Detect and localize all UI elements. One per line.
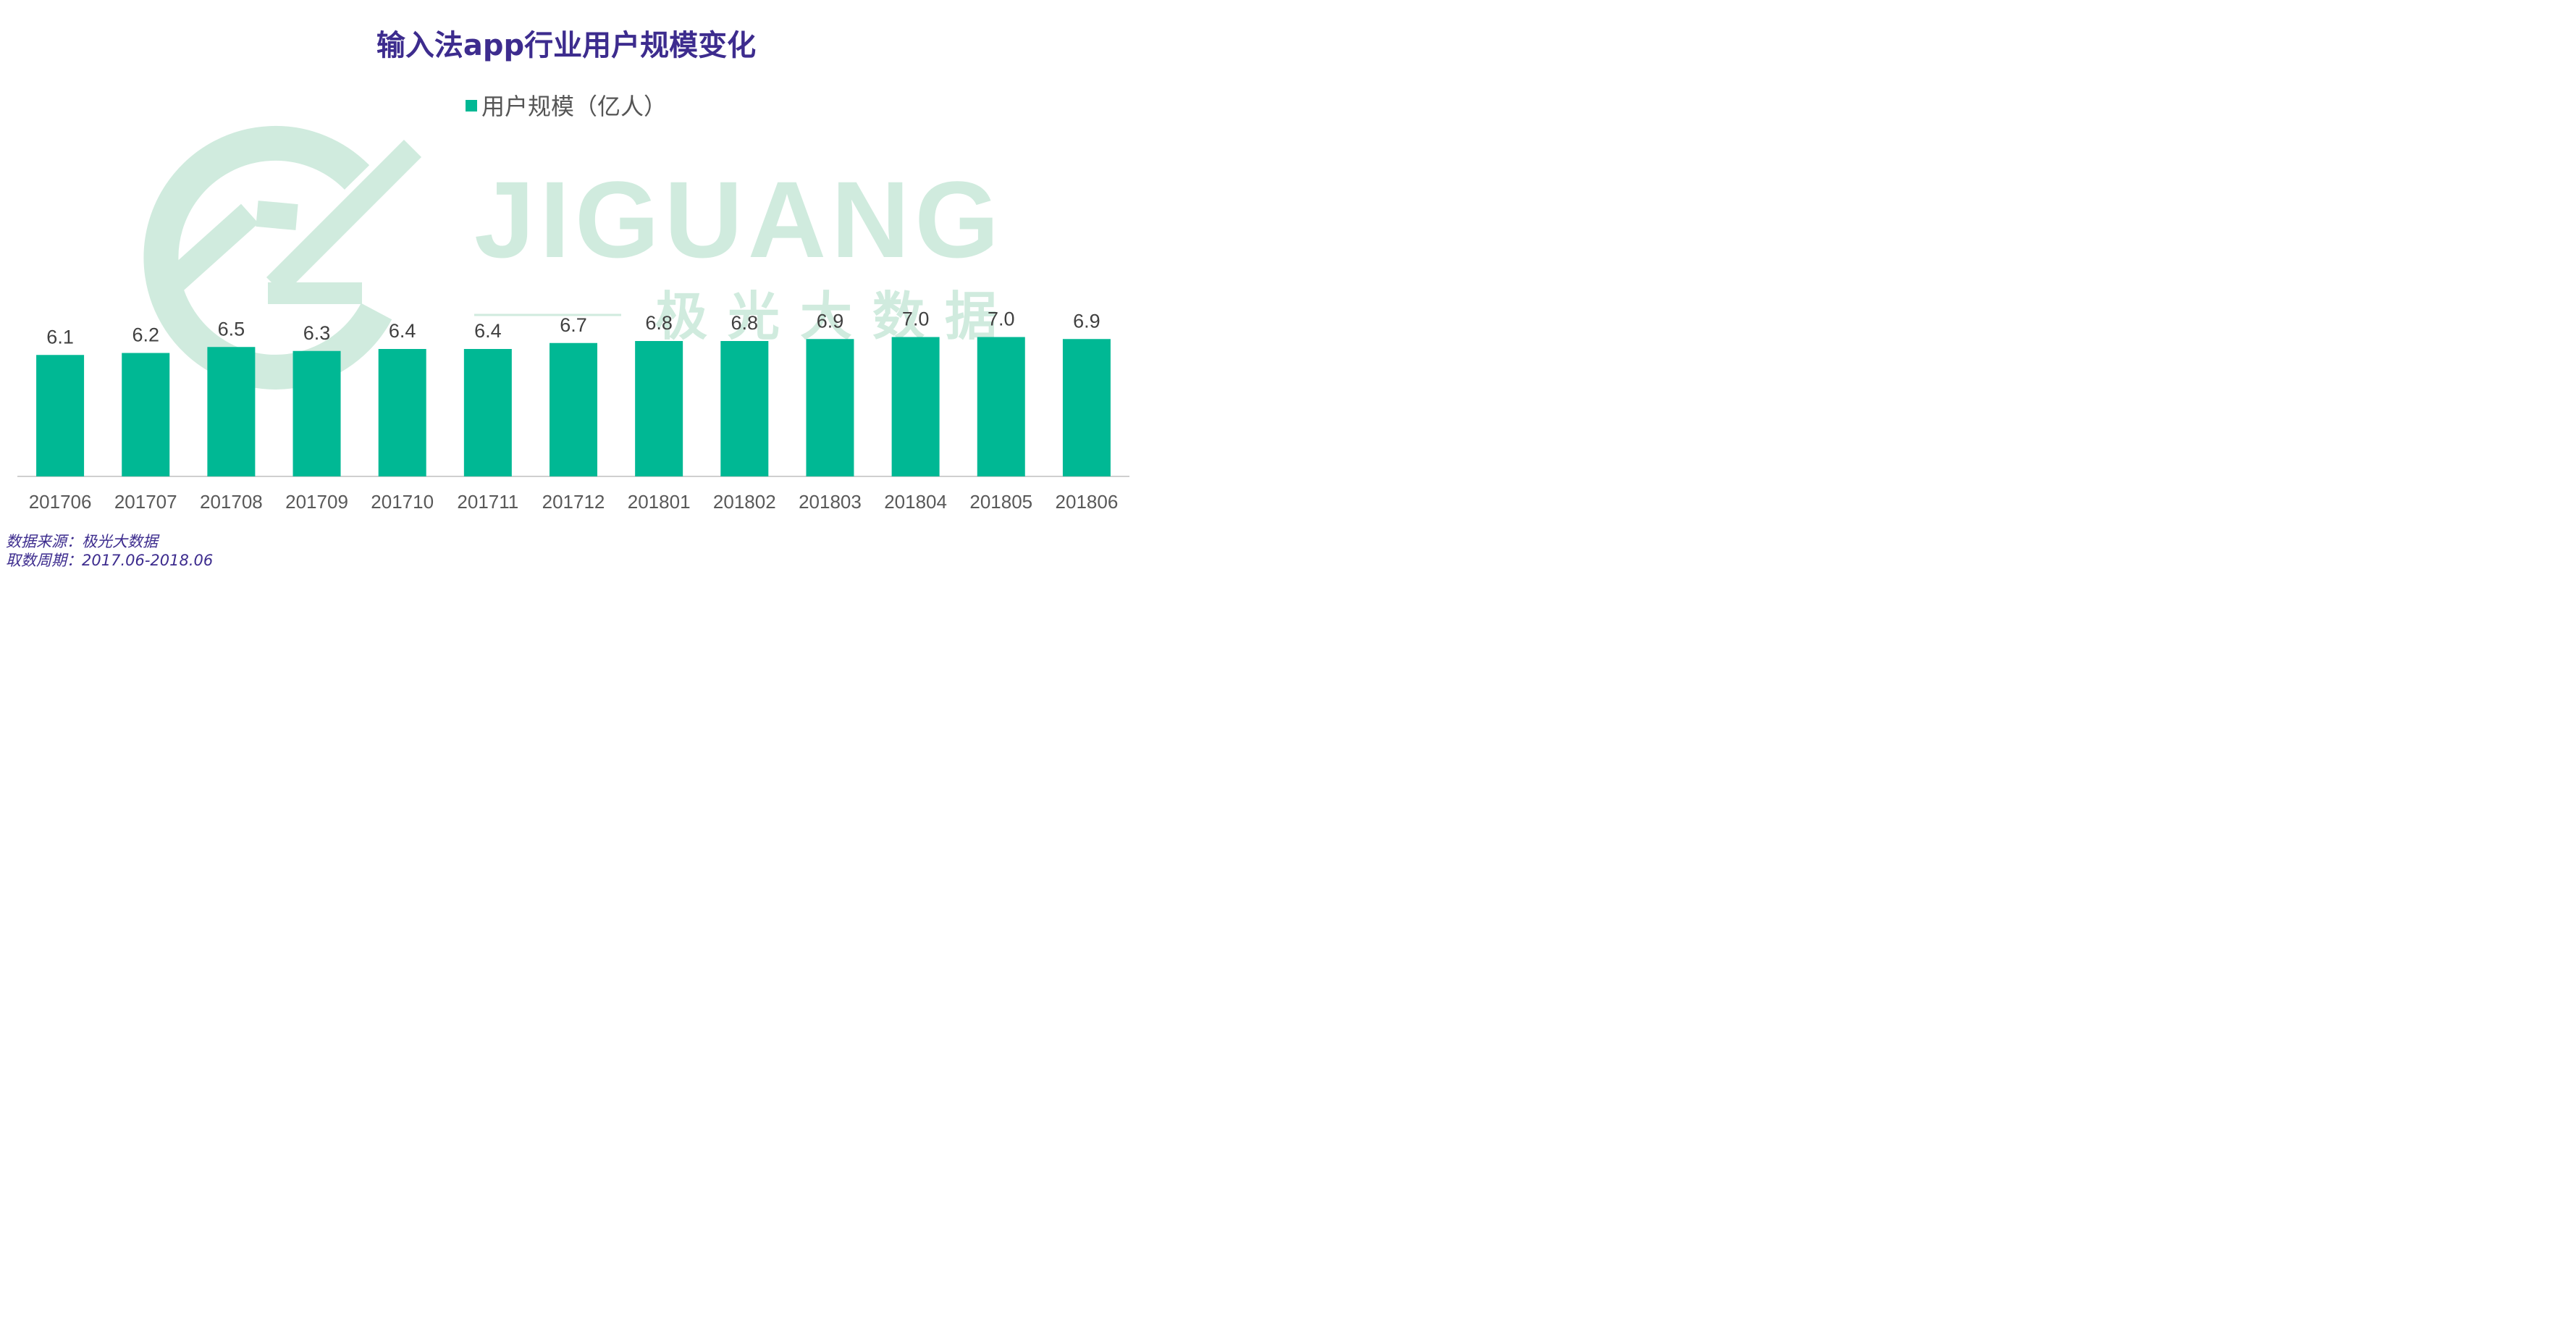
bar-201712	[550, 342, 597, 476]
bar-201805	[977, 337, 1025, 476]
bar-201802	[720, 341, 769, 476]
bar-201706	[36, 355, 85, 476]
bar-201709	[292, 350, 341, 476]
chart-title: 输入法app行业用户规模变化	[376, 29, 757, 62]
x-tick-label-201803: 201803	[799, 491, 862, 513]
bar-201801	[635, 341, 683, 476]
x-tick-label-201706: 201706	[29, 491, 92, 513]
x-tick-label-201805: 201805	[969, 491, 1032, 513]
data-label-201706: 6.1	[46, 326, 74, 348]
legend-swatch	[465, 100, 477, 112]
x-tick-label-201711: 201711	[457, 491, 518, 513]
data-label-201805: 7.0	[988, 308, 1015, 330]
bar-201711	[463, 349, 512, 476]
data-label-201712: 6.7	[560, 314, 587, 336]
x-tick-label-201709: 201709	[285, 491, 348, 513]
data-label-201710: 6.4	[389, 320, 416, 342]
legend-label: 用户规模（亿人）	[481, 93, 667, 120]
data-label-201803: 6.9	[817, 310, 844, 332]
bar-201710	[378, 349, 426, 476]
data-label-201801: 6.8	[645, 312, 673, 334]
bar-201804	[891, 337, 940, 476]
bar-chart: 6.1 201706 6.2 201707 6.5 201708 6.3 201709 6.4 2…	[17, 308, 1129, 513]
data-label-201711: 6.4	[474, 320, 502, 342]
source-note: 数据来源：极光大数据	[6, 533, 158, 550]
x-tick-label-201710: 201710	[371, 491, 434, 513]
x-tick-label-201806: 201806	[1056, 491, 1119, 513]
data-label-201709: 6.3	[303, 322, 331, 344]
data-label-201707: 6.2	[132, 324, 159, 346]
data-label-201802: 6.8	[731, 312, 759, 334]
x-tick-label-201804: 201804	[884, 491, 947, 513]
bar-201803	[806, 339, 854, 476]
x-tick-label-201712: 201712	[542, 491, 605, 513]
data-label-201708: 6.5	[218, 318, 245, 340]
legend: 用户规模（亿人）	[0, 88, 1132, 122]
bar-201708	[207, 347, 256, 476]
data-label-201804: 7.0	[902, 308, 930, 330]
data-label-201806: 6.9	[1073, 310, 1100, 332]
x-tick-label-201801: 201801	[628, 491, 691, 513]
bar-201707	[122, 353, 170, 476]
x-tick-label-201707: 201707	[114, 491, 177, 513]
x-tick-label-201802: 201802	[713, 491, 776, 513]
period-note: 取数周期：2017.06-2018.06	[6, 552, 214, 569]
x-tick-label-201708: 201708	[200, 491, 263, 513]
bar-201806	[1062, 339, 1111, 476]
